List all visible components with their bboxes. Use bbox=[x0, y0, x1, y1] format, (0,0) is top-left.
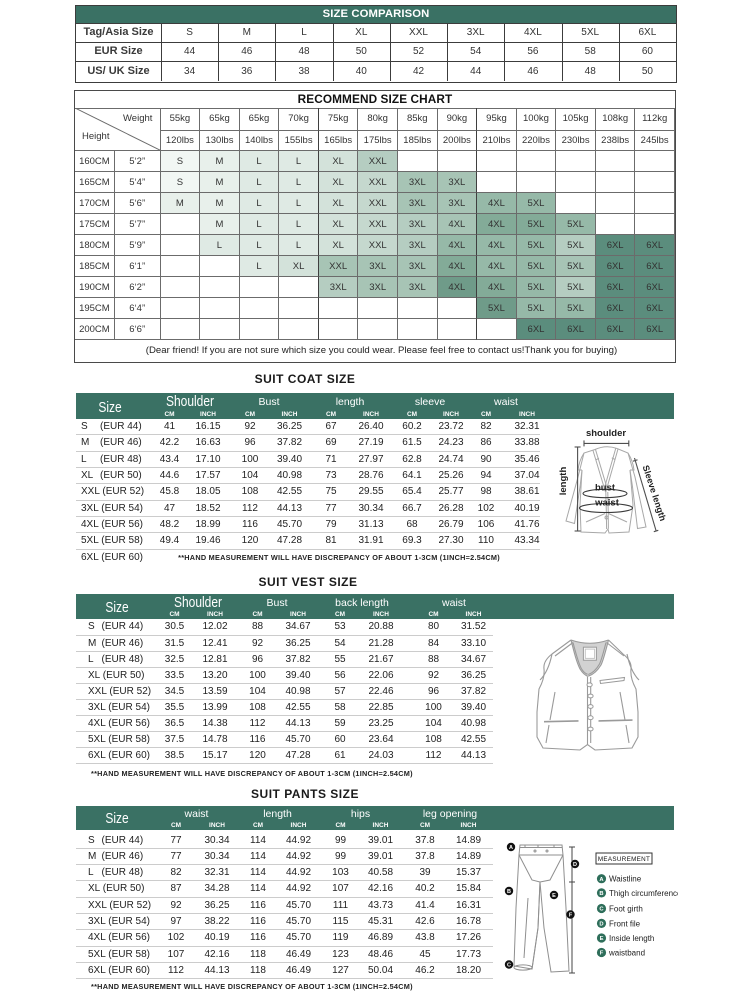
svg-text:Foot girth: Foot girth bbox=[609, 905, 643, 914]
svg-text:D: D bbox=[599, 921, 603, 927]
svg-text:shoulder: shoulder bbox=[586, 428, 626, 439]
svg-text:waistband: waistband bbox=[608, 949, 645, 958]
svg-text:Inside length: Inside length bbox=[609, 934, 654, 943]
svg-text:C: C bbox=[507, 963, 511, 969]
svg-text:E: E bbox=[600, 936, 604, 942]
svg-text:F: F bbox=[569, 913, 573, 919]
svg-text:B: B bbox=[599, 891, 603, 897]
svg-text:waist: waist bbox=[594, 498, 620, 509]
svg-text:Waistline: Waistline bbox=[609, 875, 642, 884]
svg-text:A: A bbox=[599, 877, 604, 883]
svg-text:D: D bbox=[573, 862, 577, 868]
svg-text:MEASUREMENT: MEASUREMENT bbox=[598, 856, 650, 863]
svg-text:F: F bbox=[600, 950, 604, 956]
svg-text:C: C bbox=[599, 906, 604, 912]
svg-text:E: E bbox=[552, 893, 556, 899]
svg-text:bust: bust bbox=[595, 483, 616, 494]
svg-text:A: A bbox=[509, 845, 513, 851]
svg-text:Thigh circumference: Thigh circumference bbox=[609, 889, 678, 898]
svg-text:B: B bbox=[507, 889, 511, 895]
svg-text:length: length bbox=[558, 467, 569, 496]
svg-text:Front file: Front file bbox=[609, 919, 641, 928]
